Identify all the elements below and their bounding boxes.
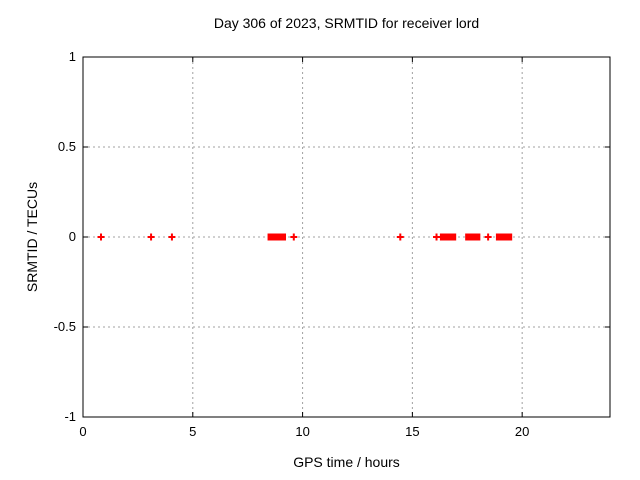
y-tick-label: 0.5 [57,139,76,154]
data-point-marker [396,233,404,241]
data-point-marker [290,233,298,241]
data-cluster-bar [439,233,457,241]
x-tick-label: 5 [189,424,197,439]
data-point-marker [433,233,441,241]
data-cluster-bar [465,233,481,241]
x-tick-label: 10 [295,424,310,439]
x-tick-label: 0 [79,424,87,439]
y-tick-label: -0.5 [53,319,76,334]
chart-title: Day 306 of 2023, SRMTID for receiver lor… [213,15,480,31]
y-tick-label: 0 [68,229,76,244]
data-cluster-bar [495,233,513,241]
x-tick-label: 15 [405,424,420,439]
plot-border [82,56,611,418]
x-tick-label: 20 [514,424,530,439]
y-tick-label: 1 [68,49,76,64]
data-point-marker [168,233,176,241]
x-axis-label: GPS time / hours [293,454,400,470]
y-tick-label: -1 [64,409,76,424]
data-point-marker [484,233,492,241]
data-cluster-bar [267,233,287,241]
data-point-marker [147,233,155,241]
data-point-marker [97,233,105,241]
